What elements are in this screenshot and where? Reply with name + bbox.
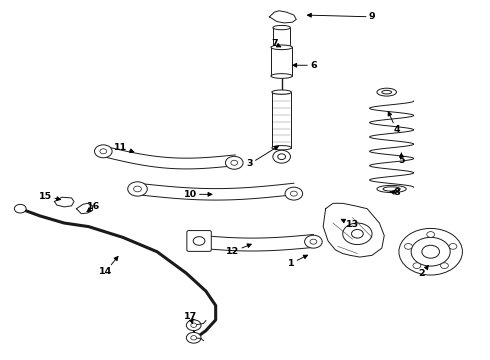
Ellipse shape bbox=[383, 187, 400, 191]
Text: 3: 3 bbox=[246, 146, 278, 168]
Text: 4: 4 bbox=[388, 112, 400, 134]
Circle shape bbox=[411, 237, 450, 266]
Circle shape bbox=[193, 237, 205, 245]
Circle shape bbox=[413, 263, 421, 269]
Text: 5: 5 bbox=[398, 153, 405, 165]
Text: 8: 8 bbox=[390, 188, 400, 197]
FancyBboxPatch shape bbox=[187, 230, 211, 251]
Text: 13: 13 bbox=[341, 219, 359, 229]
Text: 10: 10 bbox=[184, 190, 212, 199]
Circle shape bbox=[285, 187, 303, 200]
Circle shape bbox=[191, 323, 196, 327]
Bar bbox=[273, 28, 291, 47]
Circle shape bbox=[278, 154, 286, 159]
Circle shape bbox=[100, 149, 107, 154]
Text: 7: 7 bbox=[271, 39, 281, 48]
Polygon shape bbox=[54, 197, 74, 207]
Circle shape bbox=[404, 243, 412, 249]
Circle shape bbox=[273, 150, 291, 163]
Ellipse shape bbox=[377, 185, 406, 193]
Circle shape bbox=[225, 156, 243, 169]
Circle shape bbox=[14, 204, 26, 213]
Ellipse shape bbox=[272, 145, 292, 150]
Text: 14: 14 bbox=[99, 256, 118, 276]
Bar bbox=[271, 47, 293, 76]
Ellipse shape bbox=[271, 45, 293, 50]
Text: 1: 1 bbox=[288, 255, 308, 268]
Circle shape bbox=[291, 191, 297, 196]
Circle shape bbox=[441, 263, 448, 269]
Circle shape bbox=[343, 223, 372, 244]
Ellipse shape bbox=[377, 88, 396, 96]
Ellipse shape bbox=[382, 90, 392, 94]
Polygon shape bbox=[76, 203, 93, 214]
Circle shape bbox=[422, 245, 440, 258]
Text: 11: 11 bbox=[114, 143, 134, 153]
Circle shape bbox=[310, 239, 317, 244]
Circle shape bbox=[95, 145, 112, 158]
Circle shape bbox=[449, 243, 457, 249]
Circle shape bbox=[351, 229, 363, 238]
Text: 17: 17 bbox=[184, 312, 197, 324]
Circle shape bbox=[427, 231, 435, 237]
Text: 12: 12 bbox=[226, 244, 251, 256]
Circle shape bbox=[191, 336, 196, 340]
Text: 2: 2 bbox=[418, 265, 428, 278]
Circle shape bbox=[128, 182, 147, 196]
Circle shape bbox=[134, 186, 142, 192]
Ellipse shape bbox=[272, 90, 292, 94]
Ellipse shape bbox=[273, 26, 291, 30]
Circle shape bbox=[399, 228, 463, 275]
Text: 16: 16 bbox=[87, 202, 100, 212]
Text: 15: 15 bbox=[39, 192, 61, 201]
Ellipse shape bbox=[273, 45, 291, 49]
Circle shape bbox=[231, 160, 238, 165]
Text: 6: 6 bbox=[293, 61, 317, 70]
Text: 9: 9 bbox=[307, 12, 375, 21]
Bar bbox=[272, 92, 292, 148]
Polygon shape bbox=[270, 11, 296, 23]
Circle shape bbox=[305, 235, 322, 248]
Polygon shape bbox=[323, 203, 384, 257]
Ellipse shape bbox=[271, 74, 293, 78]
Circle shape bbox=[186, 320, 201, 330]
Circle shape bbox=[186, 332, 201, 343]
